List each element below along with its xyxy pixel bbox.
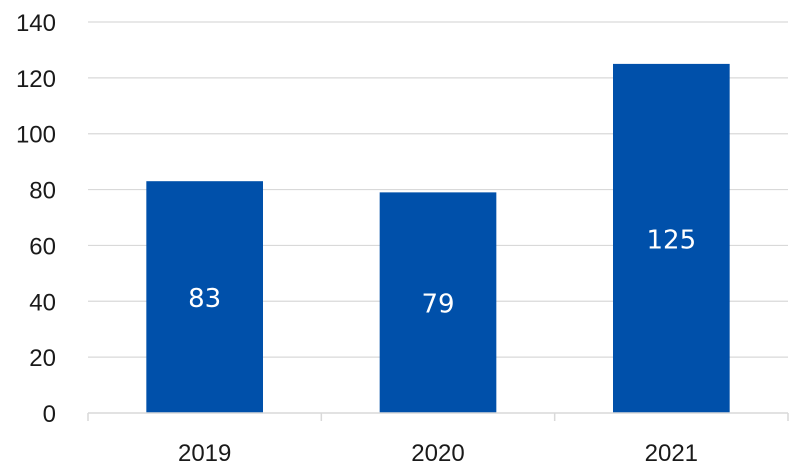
- bar-2021: [613, 63, 730, 414]
- bar-2019: [146, 181, 263, 413]
- data-label-2021: 125: [647, 225, 697, 255]
- y-tick-label-60: 60: [29, 233, 56, 260]
- y-tick-label-120: 120: [16, 66, 56, 93]
- x-tick-label-2019: 2019: [178, 440, 231, 467]
- bars: [146, 63, 730, 414]
- y-tick-label-100: 100: [16, 122, 56, 149]
- y-tick-label-40: 40: [29, 289, 56, 316]
- y-tick-label-20: 20: [29, 345, 56, 372]
- x-tick-label-2020: 2020: [411, 440, 464, 467]
- y-axis-tick-labels: 0 20 40 60 80 100 120 140: [16, 10, 56, 428]
- data-label-2020: 79: [421, 290, 454, 320]
- x-axis-tick-labels: 2019 2020 2021: [178, 440, 698, 467]
- y-tick-label-0: 0: [43, 401, 56, 428]
- y-tick-label-140: 140: [16, 10, 56, 37]
- data-label-2019: 83: [188, 284, 221, 314]
- y-tick-label-80: 80: [29, 178, 56, 205]
- bar-2020: [379, 192, 497, 413]
- x-axis: [87, 412, 789, 421]
- data-labels: 83 79 125: [188, 225, 696, 319]
- x-tick-label-2021: 2021: [645, 440, 698, 467]
